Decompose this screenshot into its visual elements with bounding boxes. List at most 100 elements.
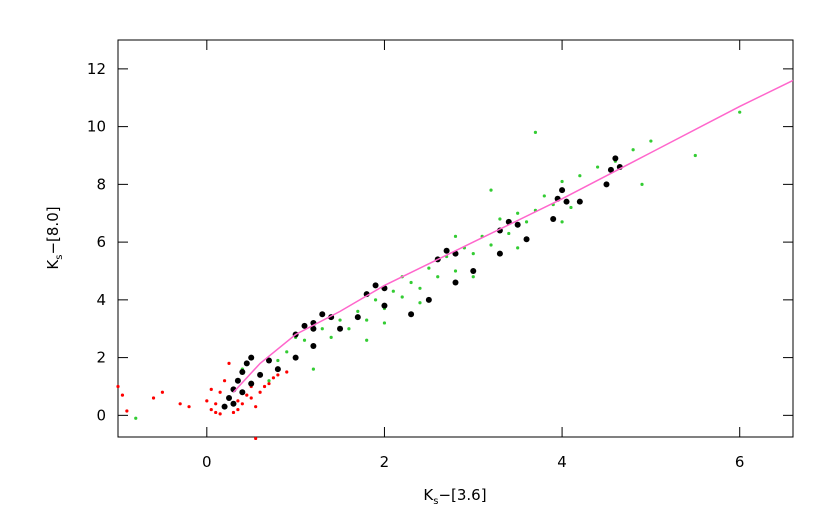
point — [218, 390, 222, 394]
point — [563, 198, 570, 205]
point — [276, 373, 280, 377]
point — [214, 410, 218, 415]
point — [276, 358, 280, 363]
point — [338, 318, 342, 322]
point — [372, 282, 379, 289]
point — [596, 165, 600, 169]
point — [354, 314, 361, 321]
point — [560, 179, 564, 184]
point — [160, 390, 165, 394]
point — [631, 148, 635, 152]
point — [178, 402, 182, 406]
x-axis-label: Ks−[3.6] — [423, 486, 486, 507]
point — [214, 402, 218, 406]
fit-line — [232, 79, 794, 393]
point — [516, 211, 520, 215]
point — [607, 166, 614, 173]
point — [560, 220, 564, 224]
point — [533, 130, 538, 134]
point — [514, 221, 521, 228]
point — [240, 402, 244, 406]
point — [248, 354, 255, 361]
point — [382, 321, 387, 325]
point — [221, 403, 228, 410]
point — [243, 360, 250, 367]
point — [337, 325, 344, 332]
point — [285, 370, 289, 374]
point — [649, 139, 653, 143]
point — [226, 395, 233, 402]
point — [453, 269, 458, 273]
point — [236, 399, 240, 403]
point — [550, 216, 557, 223]
point — [227, 361, 231, 365]
point — [418, 301, 422, 305]
point — [209, 407, 213, 412]
point — [311, 367, 315, 371]
point — [489, 243, 493, 247]
point — [381, 302, 388, 309]
point — [230, 400, 237, 407]
point — [236, 407, 240, 412]
point — [400, 295, 404, 299]
y-axis-label: Ks−[8.0] — [44, 206, 65, 269]
point — [603, 181, 610, 188]
point — [640, 182, 644, 186]
point — [239, 369, 246, 376]
point — [234, 377, 241, 384]
point — [578, 174, 582, 178]
point — [310, 343, 317, 350]
point — [408, 311, 415, 318]
y-tick-label: 4 — [96, 291, 106, 309]
point — [738, 110, 742, 114]
point — [524, 220, 529, 224]
point — [248, 380, 255, 387]
point — [489, 188, 493, 192]
point — [319, 311, 326, 318]
point — [391, 289, 395, 293]
point — [576, 198, 583, 205]
x-tick-label: 0 — [202, 453, 212, 471]
point — [265, 357, 272, 364]
x-tick-label: 4 — [557, 453, 567, 471]
point — [365, 318, 369, 322]
point — [125, 409, 129, 413]
point — [329, 335, 333, 339]
point — [187, 405, 191, 409]
plot-frame — [117, 39, 794, 438]
point — [254, 436, 258, 441]
point — [310, 325, 317, 332]
point — [222, 379, 227, 383]
point — [120, 393, 125, 397]
y-tick-label: 2 — [96, 349, 106, 367]
x-tick-label: 2 — [380, 453, 390, 471]
point — [365, 338, 369, 342]
point — [693, 153, 697, 158]
point — [470, 267, 477, 274]
point — [507, 231, 511, 236]
point — [254, 405, 258, 409]
point — [427, 266, 431, 270]
y-tick-label: 6 — [96, 233, 106, 251]
point — [409, 280, 413, 285]
point — [453, 234, 458, 238]
point — [418, 286, 422, 290]
point — [209, 387, 213, 391]
point — [356, 309, 360, 314]
point — [542, 194, 546, 198]
point — [249, 396, 253, 400]
y-tick-label: 0 — [96, 406, 106, 424]
point — [271, 376, 276, 380]
point — [218, 412, 222, 416]
point — [443, 247, 450, 254]
point — [559, 187, 566, 194]
point — [612, 155, 619, 162]
point — [258, 390, 262, 394]
point — [373, 298, 378, 302]
point — [516, 246, 520, 250]
point — [267, 381, 271, 386]
y-tick-label: 10 — [87, 118, 106, 136]
point — [239, 389, 246, 396]
